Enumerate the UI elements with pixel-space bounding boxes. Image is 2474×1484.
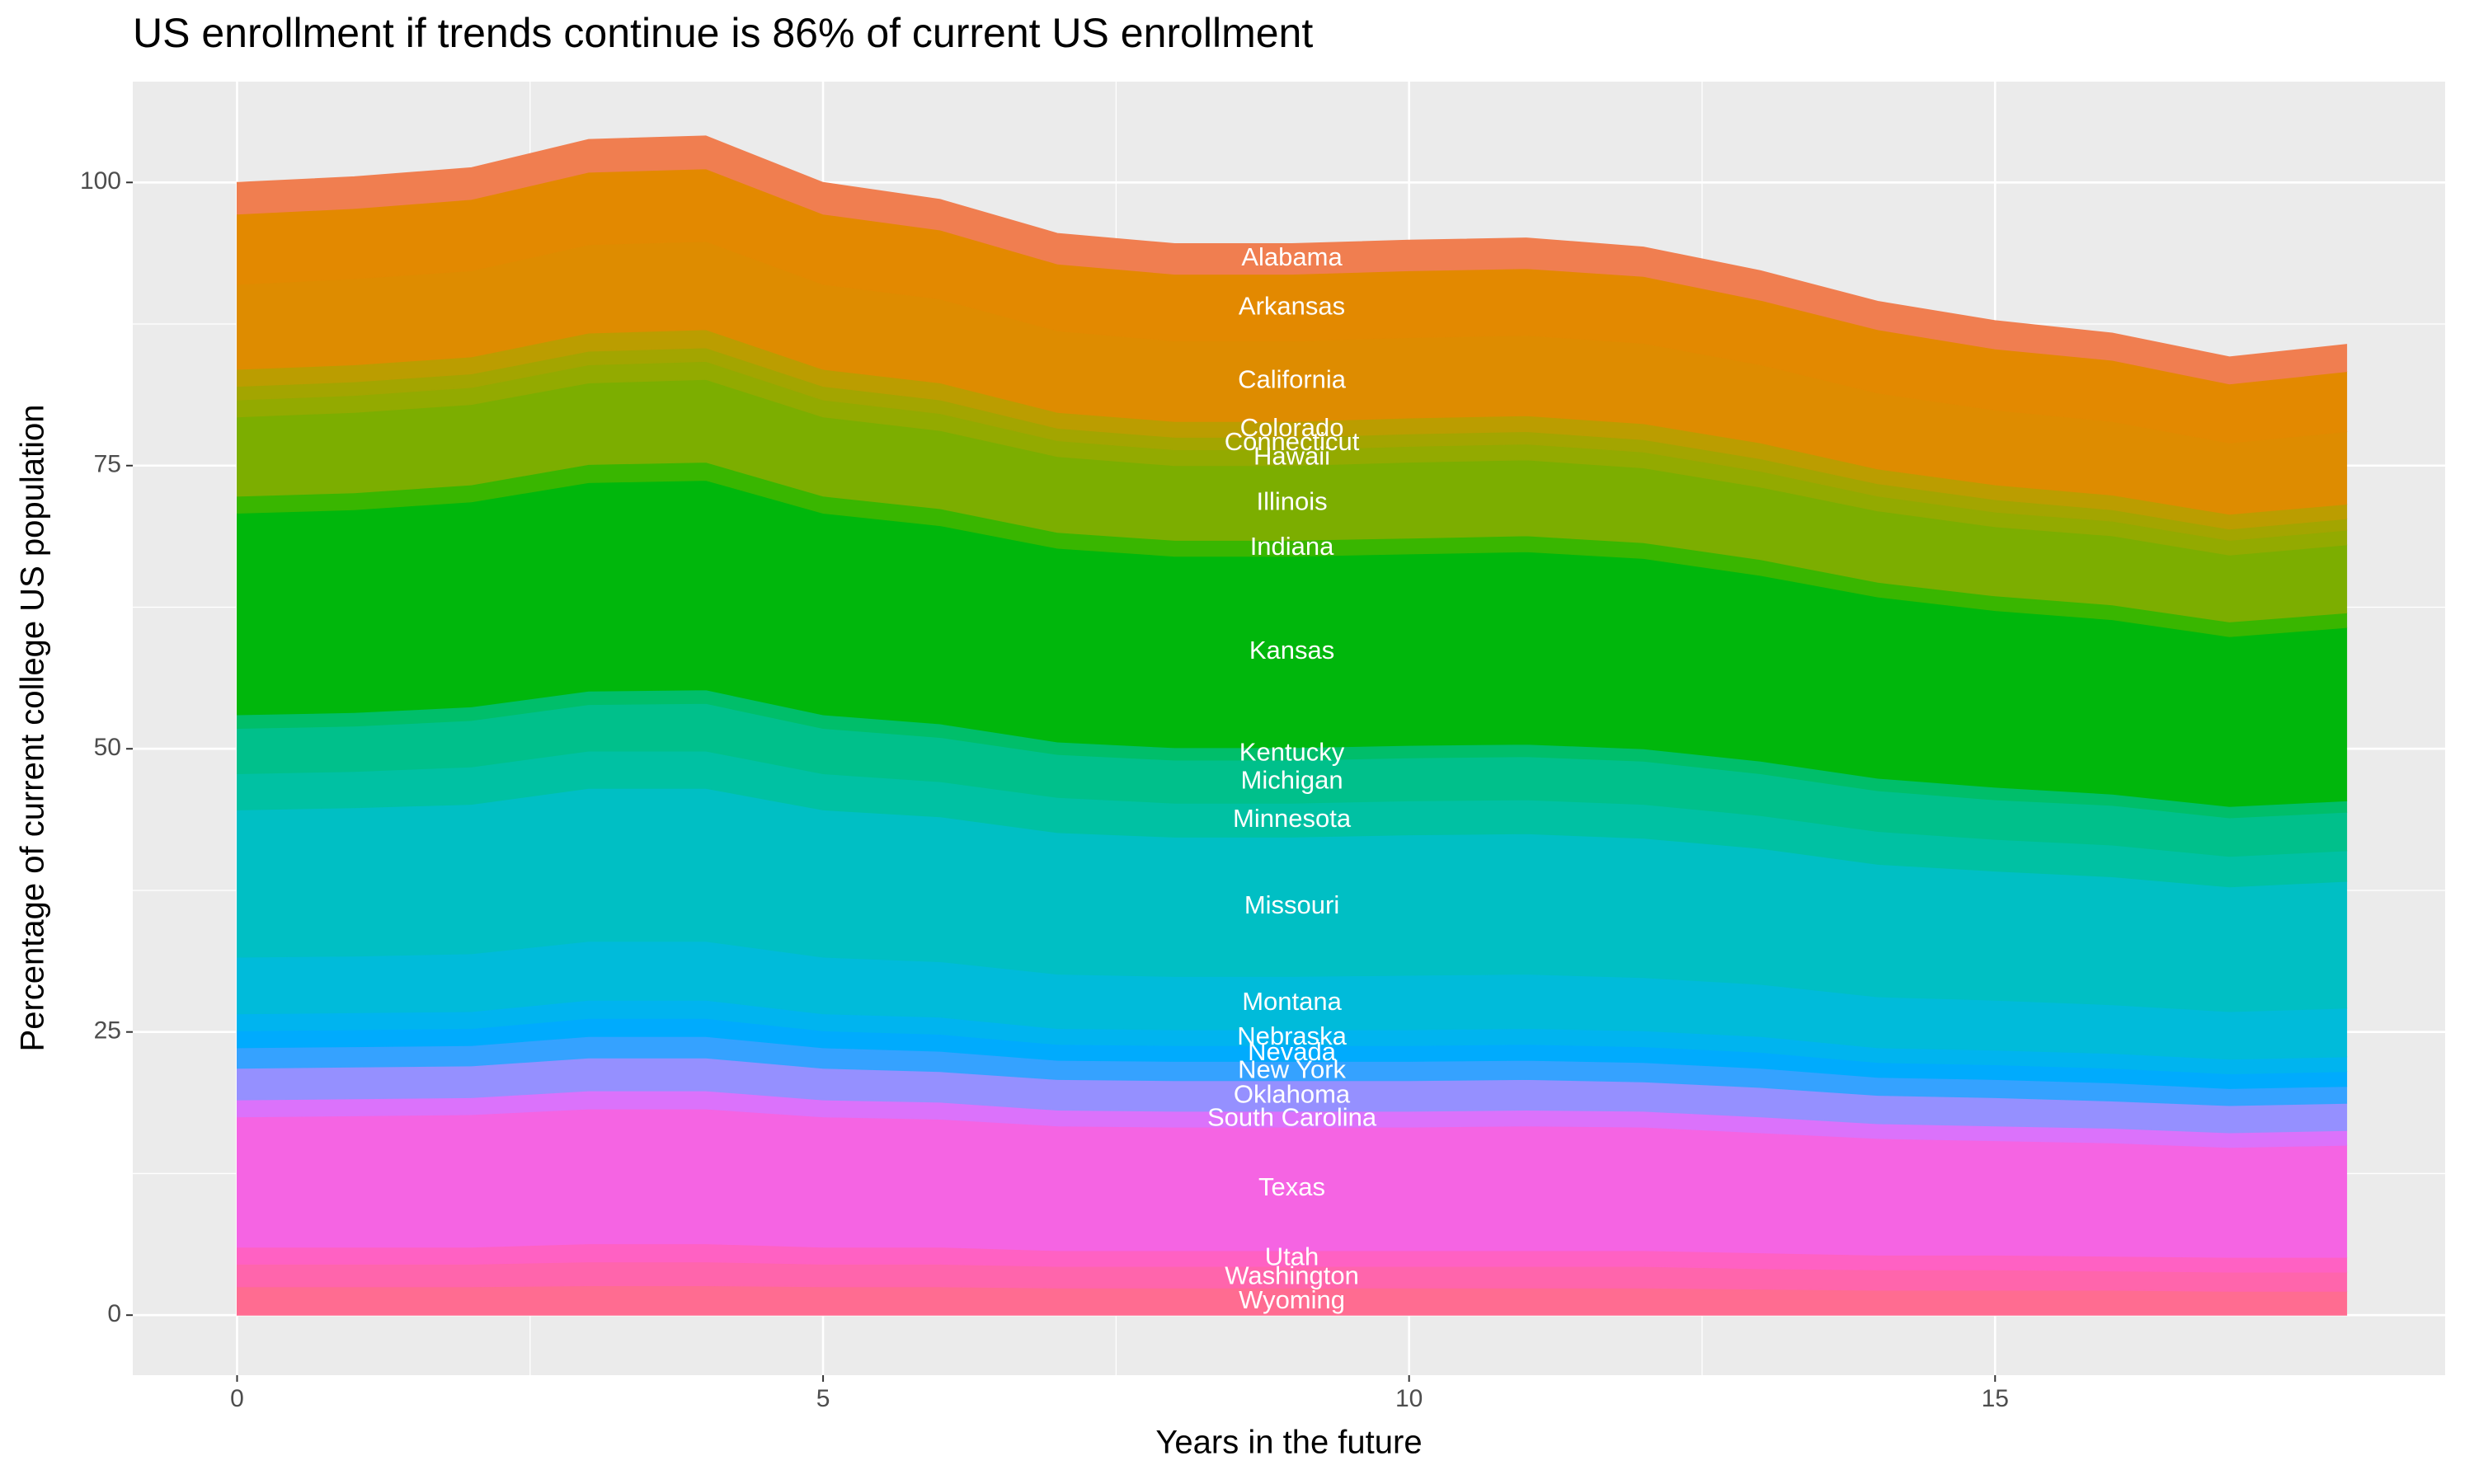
x-tick-label: 15 <box>1982 1385 2009 1412</box>
area-label: Alabama <box>1241 242 1343 271</box>
area-label: New York <box>1238 1054 1346 1083</box>
area <box>237 135 2348 385</box>
area-label: Texas <box>1258 1172 1325 1201</box>
area-label: Arkansas <box>1239 291 1345 320</box>
area-label: Washington <box>1225 1261 1359 1289</box>
area-label: South Carolina <box>1207 1103 1377 1132</box>
y-tick-label: 50 <box>94 734 121 761</box>
area-label: Missouri <box>1244 890 1339 919</box>
y-tick-label: 0 <box>107 1300 121 1327</box>
area-label: Montana <box>1242 987 1342 1016</box>
x-tick-label: 0 <box>230 1385 244 1412</box>
area-label: Wyoming <box>1239 1285 1345 1314</box>
chart-title: US enrollment if trends continue is 86% … <box>133 10 1313 56</box>
area-label: Minnesota <box>1233 804 1352 833</box>
x-axis-title: Years in the future <box>1155 1425 1422 1461</box>
area-label: Kentucky <box>1239 738 1345 767</box>
areas <box>237 135 2348 1316</box>
area-label: Hawaii <box>1253 441 1330 470</box>
area-label: Nebraska <box>1237 1021 1347 1050</box>
area-label: Connecticut <box>1225 427 1360 456</box>
area-label: Utah <box>1265 1242 1319 1271</box>
area-label: California <box>1238 365 1347 394</box>
axes: 0 25 50 75 100 0 5 10 15 <box>80 167 2009 1412</box>
area-label: Michigan <box>1241 765 1343 794</box>
y-tick-label: 25 <box>94 1017 121 1045</box>
y-tick-label: 100 <box>80 167 121 195</box>
y-tick-label: 75 <box>94 451 121 478</box>
x-tick-label: 10 <box>1395 1385 1423 1412</box>
area-label: Nevada <box>1248 1037 1337 1066</box>
area-label: Colorado <box>1240 413 1344 442</box>
y-axis-title: Percentage of current college US populat… <box>15 405 51 1052</box>
area-label: Illinois <box>1256 486 1327 515</box>
x-tick-label: 5 <box>816 1385 830 1412</box>
area-label: Oklahoma <box>1234 1080 1351 1109</box>
area-label: Kansas <box>1249 636 1334 665</box>
area-label: Indiana <box>1250 532 1334 561</box>
